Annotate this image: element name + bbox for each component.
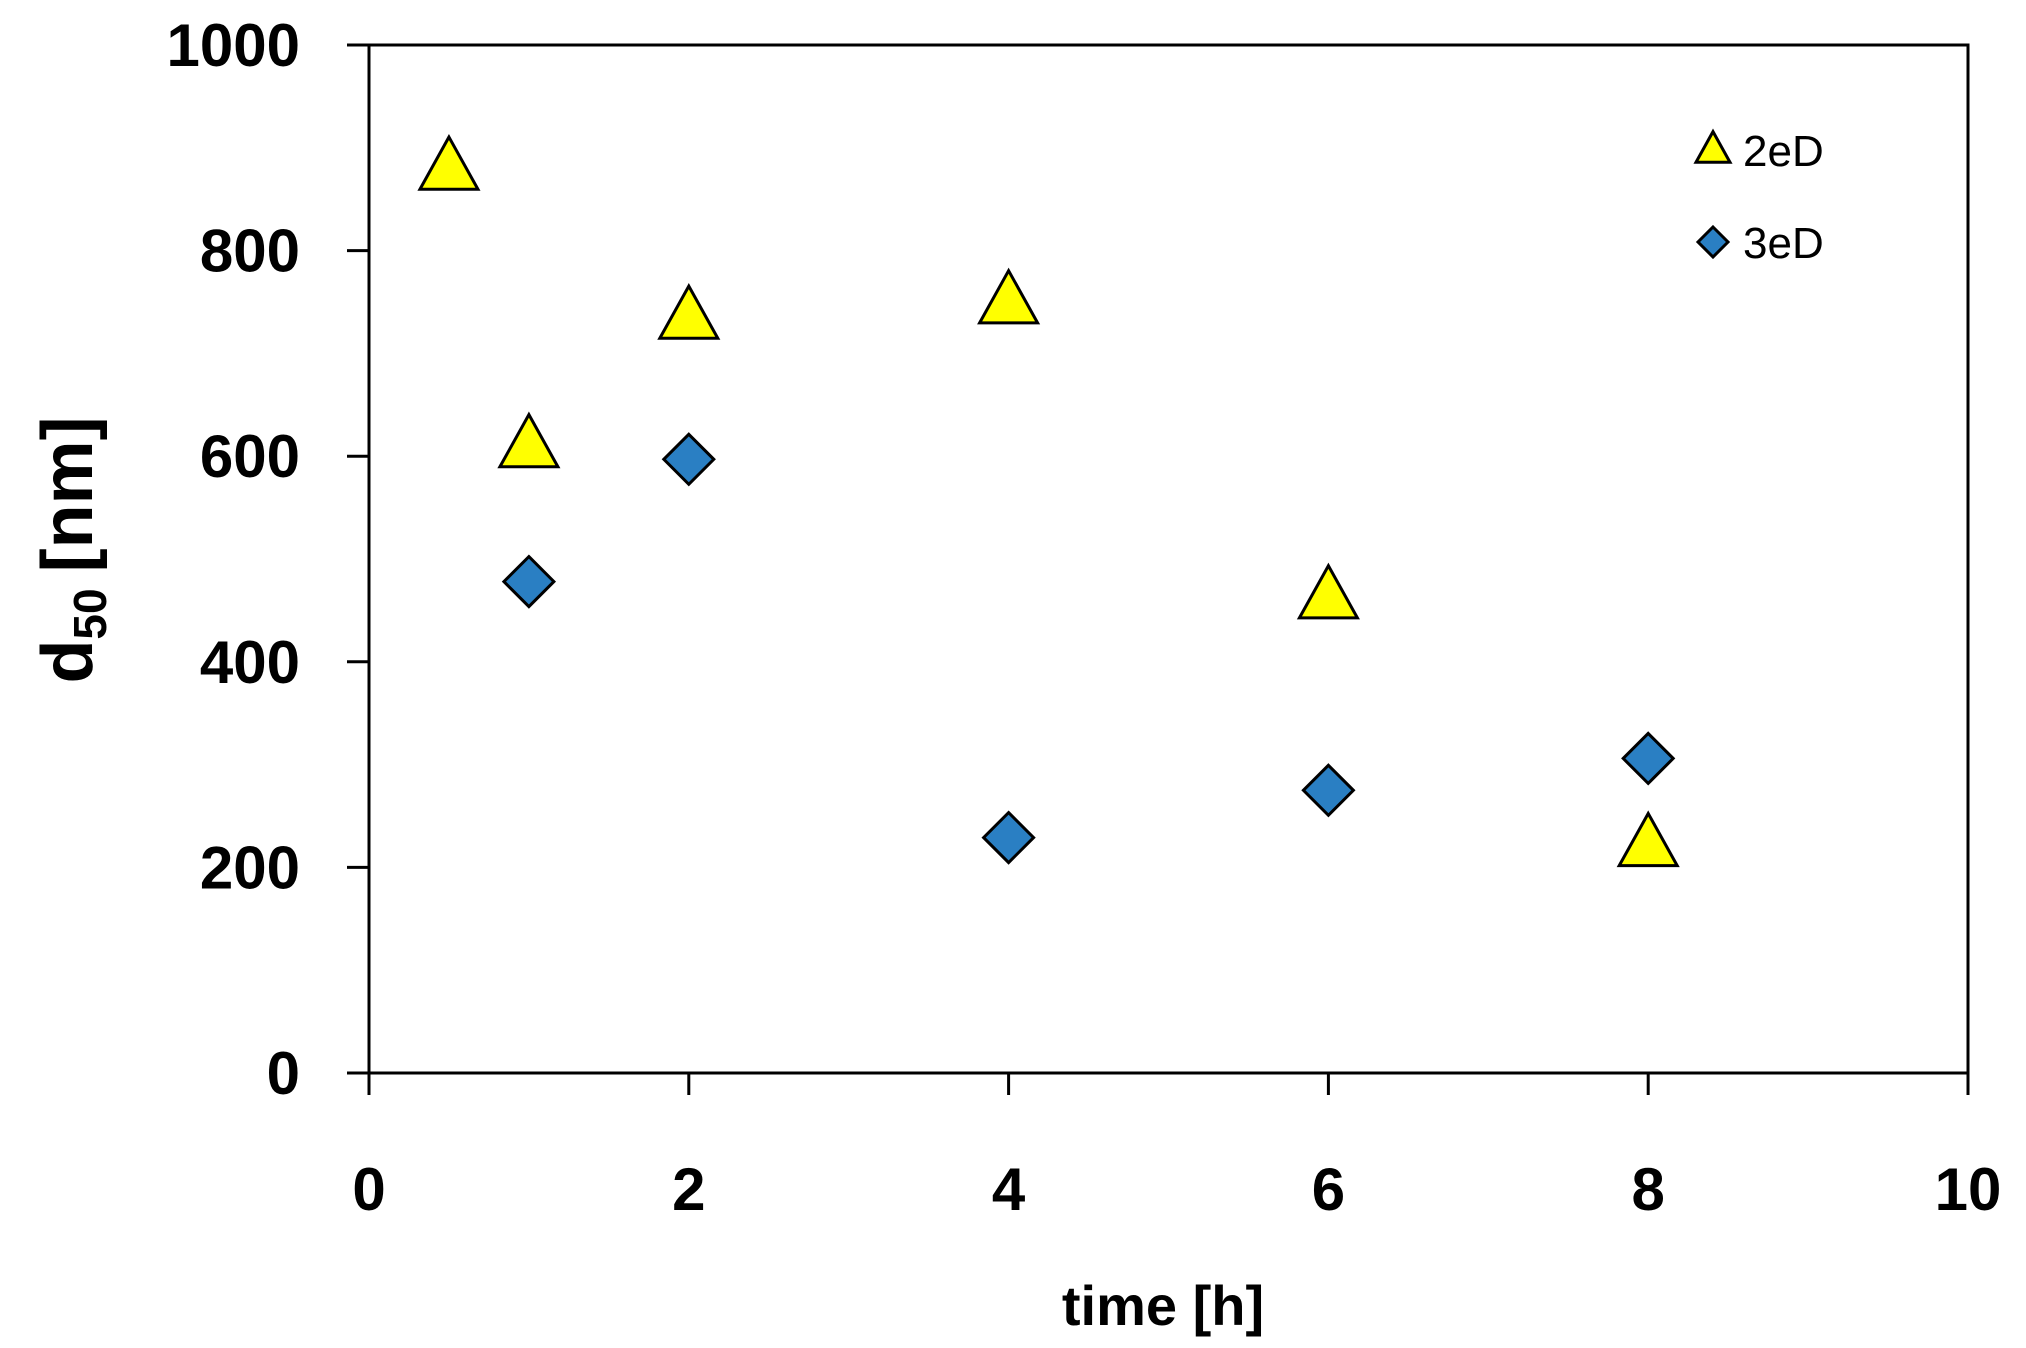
x-tick-label: 6 <box>1312 1156 1345 1223</box>
data-point-triangle <box>1296 562 1360 620</box>
data-points <box>417 133 1680 868</box>
data-point-diamond <box>1621 731 1676 786</box>
data-point-triangle <box>417 133 481 191</box>
y-axis-title-subscript: 50 <box>64 588 116 639</box>
x-tick-label: 2 <box>672 1156 705 1223</box>
legend: 2eD 3eD <box>1693 127 1824 268</box>
x-axis-ticks: 0 2 4 6 8 10 <box>352 1073 2001 1223</box>
y-axis-title-unit: [nm] <box>28 416 108 572</box>
y-tick-label: 200 <box>200 834 300 901</box>
plot-frame <box>367 43 1970 1075</box>
y-tick-label: 800 <box>200 218 300 285</box>
y-tick-label: 400 <box>200 629 300 696</box>
data-point-triangle <box>497 411 561 469</box>
y-axis-ticks: 0 200 400 600 800 1000 <box>167 12 369 1107</box>
data-point-triangle <box>977 267 1041 325</box>
y-tick-label: 600 <box>200 423 300 490</box>
data-point-triangle <box>1616 810 1680 868</box>
x-tick-label: 0 <box>352 1156 385 1223</box>
y-axis-title-main: d <box>28 640 108 684</box>
data-point-diamond <box>501 554 557 609</box>
data-point-diamond <box>1301 763 1356 818</box>
x-tick-label: 4 <box>992 1156 1026 1223</box>
data-point-triangle <box>657 283 721 340</box>
y-axis-title: d50 [nm] <box>28 416 116 683</box>
data-point-diamond <box>981 810 1036 865</box>
x-tick-label: 10 <box>1935 1156 2002 1223</box>
legend-marker-diamond <box>1695 224 1731 260</box>
data-point-diamond <box>661 432 716 487</box>
x-tick-label: 8 <box>1632 1156 1665 1223</box>
y-tick-label: 0 <box>267 1040 300 1107</box>
legend-marker-triangle <box>1693 128 1733 164</box>
legend-label: 2eD <box>1743 127 1824 176</box>
y-tick-label: 1000 <box>167 12 300 79</box>
x-axis-title: time [h] <box>1062 1274 1264 1337</box>
legend-label: 3eD <box>1743 219 1824 268</box>
plot-axes <box>367 43 1970 1075</box>
